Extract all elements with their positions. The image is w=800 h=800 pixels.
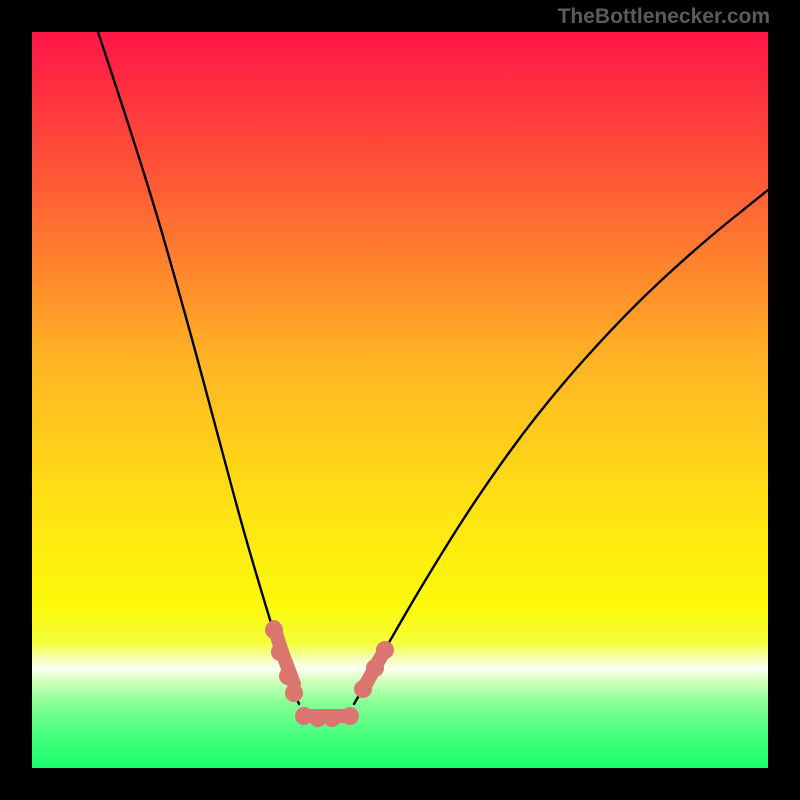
chart-svg <box>32 32 768 768</box>
chart-container: TheBottlenecker.com <box>0 0 800 800</box>
marker-dot <box>271 643 289 661</box>
marker-dot <box>354 680 372 698</box>
marker-dot <box>285 684 303 702</box>
gradient-background <box>32 32 768 768</box>
marker-dot <box>279 667 297 685</box>
marker-dot <box>376 641 394 659</box>
marker-dot <box>265 621 283 639</box>
marker-dot <box>341 707 359 725</box>
marker-dot <box>366 659 384 677</box>
watermark-text: TheBottlenecker.com <box>558 5 770 29</box>
plot-area <box>32 32 768 768</box>
marker-dot <box>323 709 341 727</box>
